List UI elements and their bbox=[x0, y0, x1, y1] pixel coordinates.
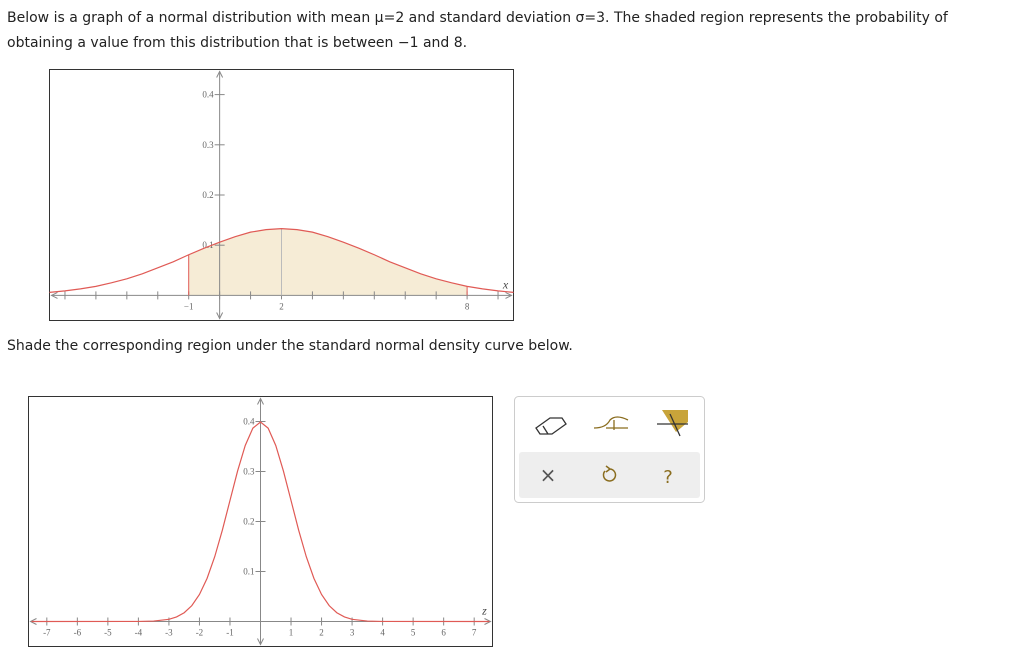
x-tick-label: -4 bbox=[135, 628, 143, 638]
clear-button[interactable]: × bbox=[540, 463, 557, 487]
shade-tool[interactable] bbox=[657, 410, 688, 437]
undo-button[interactable] bbox=[602, 465, 617, 482]
x-tick-label: 4 bbox=[380, 628, 385, 638]
density-curve bbox=[49, 228, 514, 293]
x-axis-label: z bbox=[481, 604, 487, 618]
x-tick-label: 8 bbox=[465, 301, 470, 311]
y-tick-label: 0.1 bbox=[243, 567, 254, 577]
help-button[interactable]: ? bbox=[663, 467, 673, 488]
axis-arrow bbox=[50, 291, 513, 299]
x-tick-label: 3 bbox=[350, 628, 355, 638]
question-line: obtaining a value from this distribution… bbox=[7, 35, 467, 51]
x-tick-label: -7 bbox=[43, 628, 51, 638]
curve-tool[interactable] bbox=[593, 416, 629, 430]
x-axis-label: x bbox=[502, 277, 509, 291]
y-tick-label: 0.3 bbox=[243, 467, 255, 477]
x-tick-label: 7 bbox=[472, 628, 477, 638]
y-tick-label: 0.3 bbox=[202, 140, 214, 150]
x-tick-label: -6 bbox=[74, 628, 82, 638]
x-tick-label: 2 bbox=[319, 628, 324, 638]
x-tick-label: 2 bbox=[279, 301, 284, 311]
shaded-area bbox=[188, 228, 468, 296]
x-tick-label: -5 bbox=[104, 628, 112, 638]
instruction: Shade the corresponding region under the… bbox=[7, 338, 573, 354]
y-tick-label: 0.4 bbox=[243, 417, 255, 427]
eraser-tool[interactable] bbox=[535, 417, 567, 435]
x-tick-label: −1 bbox=[184, 301, 194, 311]
x-tick-label: 5 bbox=[411, 628, 416, 638]
x-tick-label: -3 bbox=[165, 628, 173, 638]
y-tick-label: 0.2 bbox=[243, 517, 254, 527]
x-tick-label: -2 bbox=[196, 628, 204, 638]
axis-arrow bbox=[257, 397, 264, 646]
axis-arrow bbox=[29, 618, 492, 625]
density-curve bbox=[31, 421, 490, 623]
toolbar-row bbox=[519, 452, 700, 498]
axis-arrow bbox=[216, 70, 224, 320]
x-tick-label: 6 bbox=[441, 628, 446, 638]
y-tick-label: 0.2 bbox=[202, 190, 213, 200]
toolbar: × ? bbox=[514, 396, 705, 503]
y-tick-label: 0.4 bbox=[202, 90, 214, 100]
x-tick-label: -1 bbox=[226, 628, 234, 638]
y-tick-label: 0.1 bbox=[202, 240, 213, 250]
x-tick-label: 1 bbox=[289, 628, 294, 638]
question-line: Below is a graph of a normal distributio… bbox=[7, 10, 949, 26]
